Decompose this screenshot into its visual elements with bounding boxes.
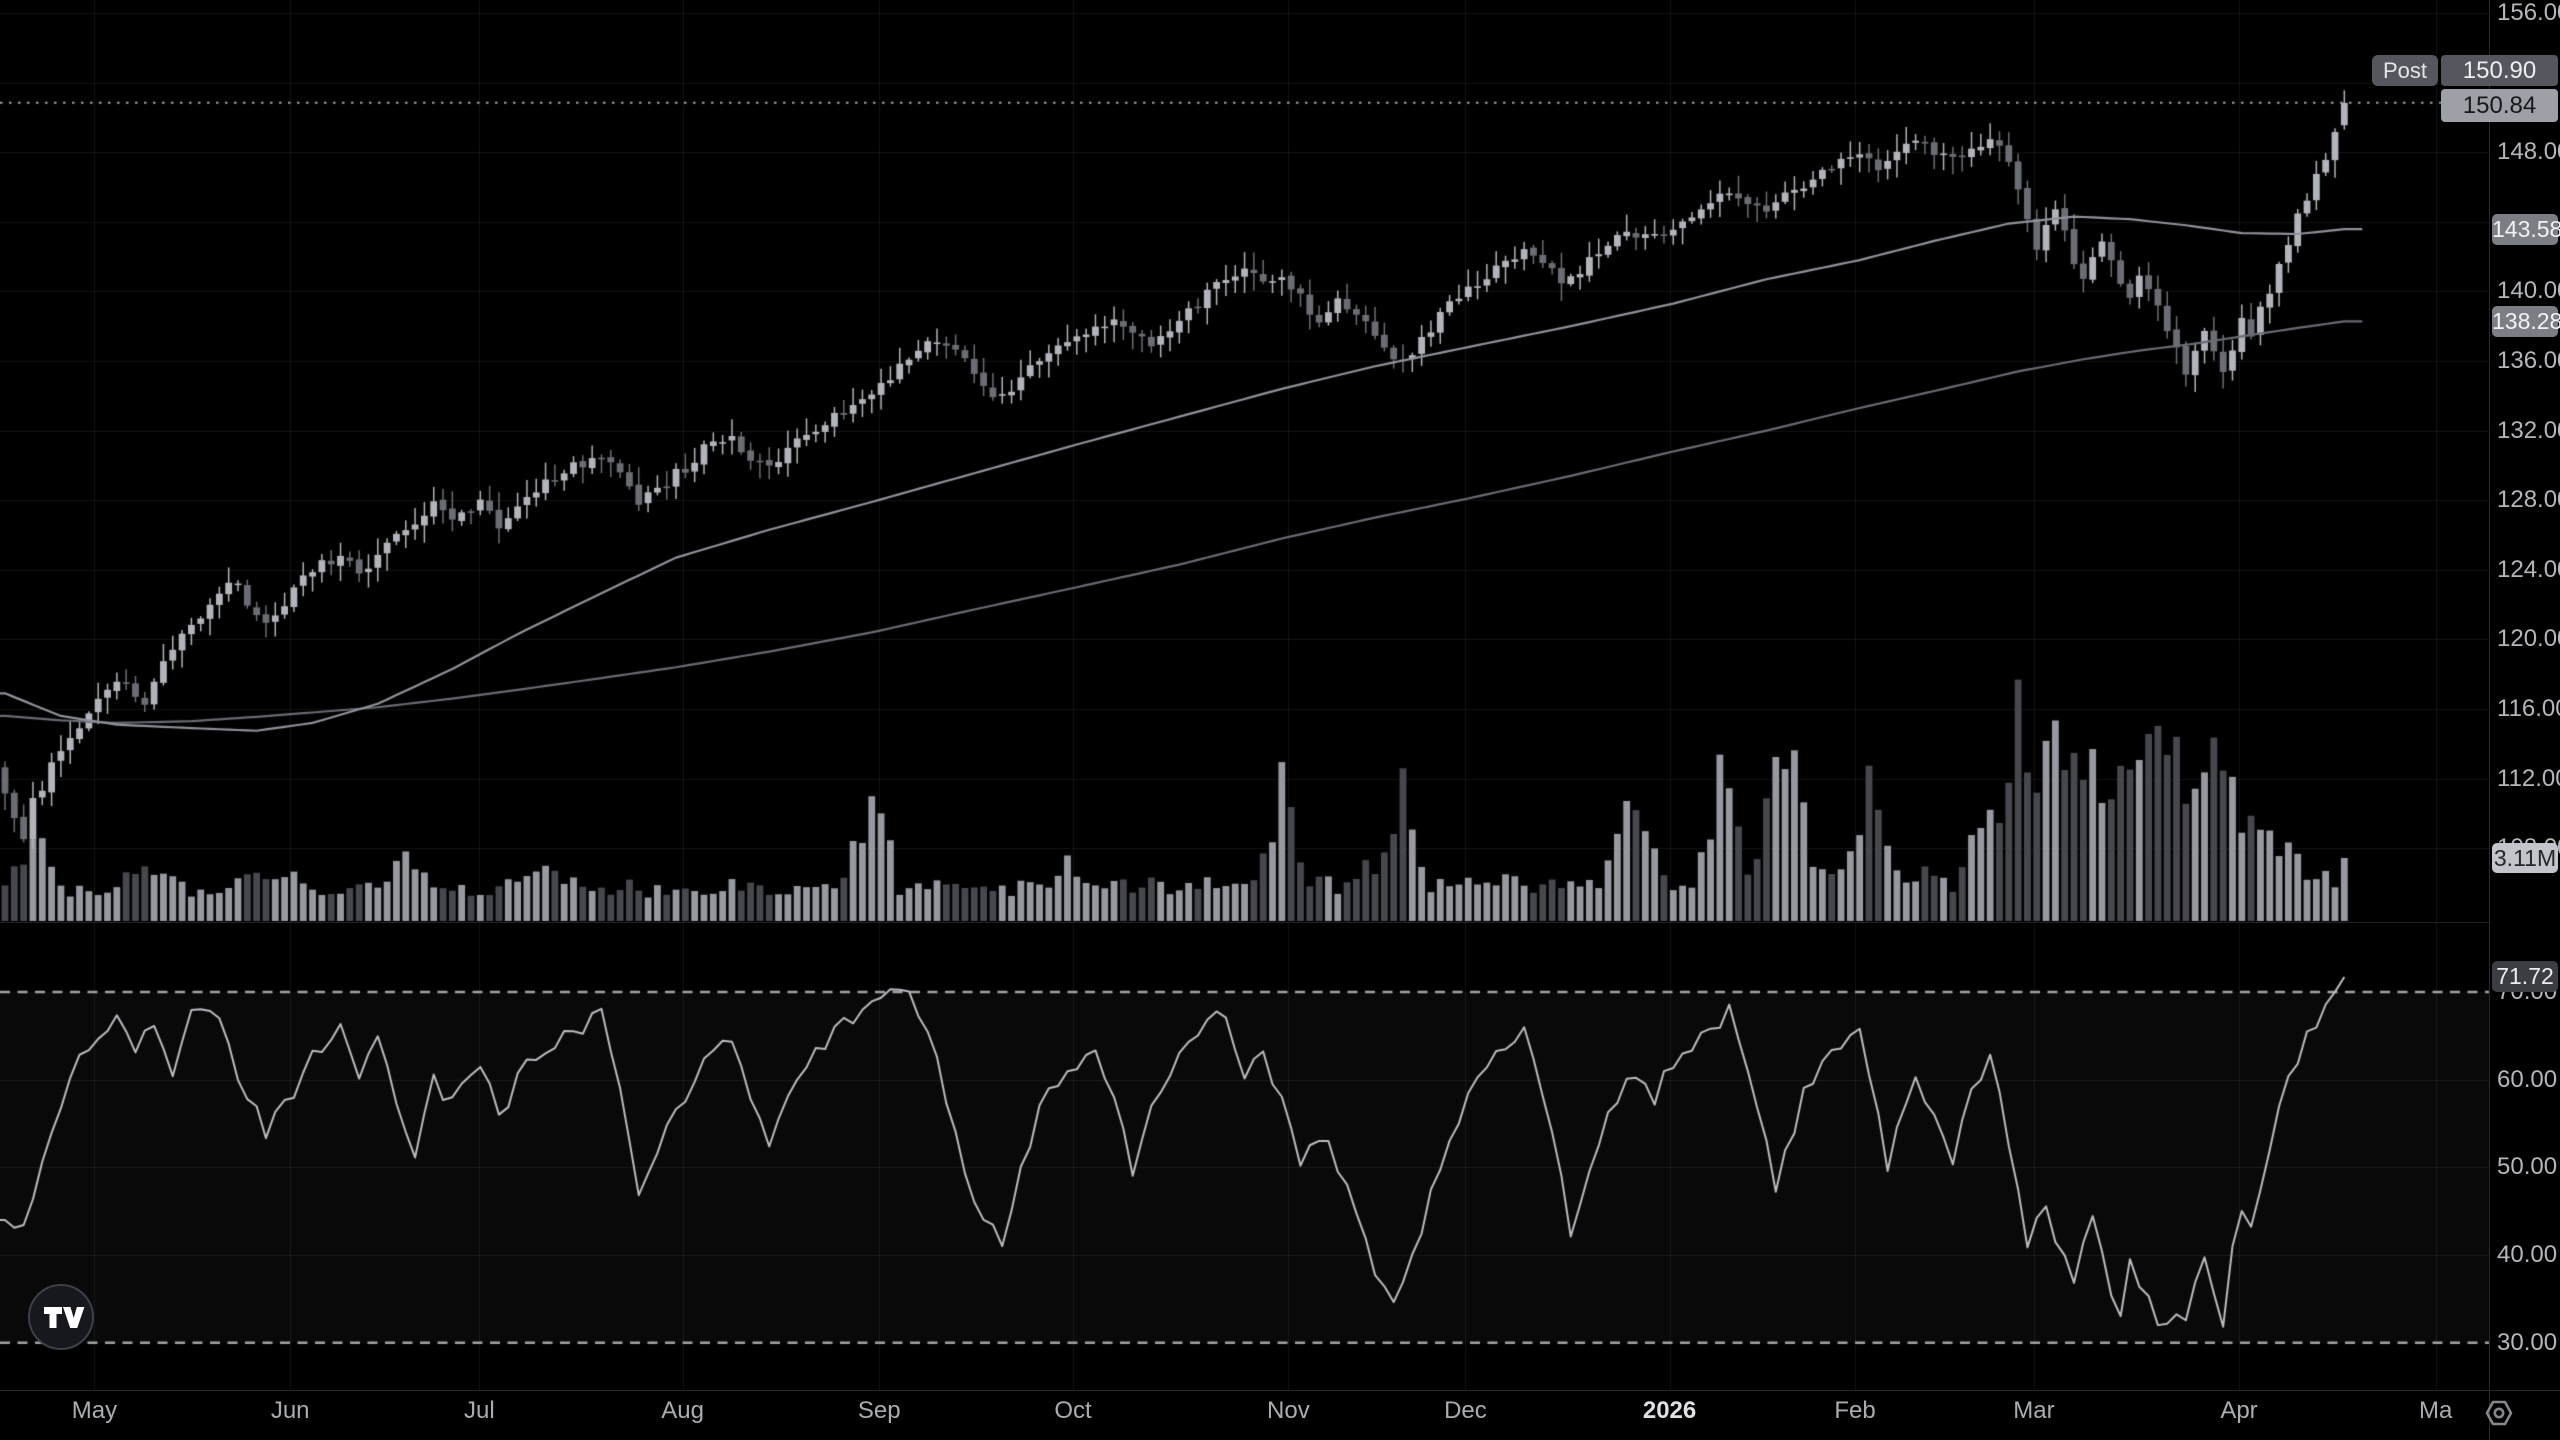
gear-icon <box>2485 1400 2513 1426</box>
time-tick-Jul: Jul <box>464 1397 495 1424</box>
last-price-badge: 150.84 <box>2441 89 2558 122</box>
time-tick-2026: 2026 <box>1642 1397 1697 1424</box>
price-tick-124.00: 124.00 <box>2497 555 2560 583</box>
ma-slow-value-badge: 138.28 <box>2492 305 2560 337</box>
time-tick-Sep: Sep <box>857 1397 901 1424</box>
price-tick-136.00: 136.00 <box>2497 347 2560 374</box>
time-tick-Oct: Oct <box>1054 1397 1092 1424</box>
price-tick-112.00: 112.00 <box>2497 764 2560 792</box>
price-tick-116.00: 116.00 <box>2497 695 2560 722</box>
time-tick-Aug: Aug <box>661 1397 704 1424</box>
time-axis-border <box>0 1390 2560 1391</box>
tradingview-logo-icon <box>44 1307 85 1328</box>
time-tick-Dec: Dec <box>1444 1397 1487 1424</box>
post-market-label: Post <box>2372 55 2438 86</box>
rsi-tick-40.00: 40.00 <box>2497 1241 2558 1269</box>
time-tick-Ma: Ma <box>2418 1397 2453 1424</box>
time-tick-May: May <box>71 1397 118 1424</box>
price-axis-border <box>2489 0 2490 1440</box>
rsi-tick-60.00: 60.00 <box>2497 1065 2558 1093</box>
volume-value-badge: 3.11M <box>2492 842 2558 873</box>
price-tick-128.00: 128.00 <box>2497 486 2560 514</box>
time-tick-Apr: Apr <box>2220 1397 2258 1424</box>
rsi-tick-50.00: 50.00 <box>2497 1153 2558 1181</box>
settings-gear-button[interactable] <box>2482 1396 2516 1430</box>
price-tick-148.00: 148.00 <box>2497 138 2560 166</box>
time-tick-Feb: Feb <box>1834 1397 1876 1424</box>
time-tick-Jun: Jun <box>270 1397 310 1424</box>
time-tick-Mar: Mar <box>2013 1397 2055 1424</box>
ma-fast-value-badge: 143.58 <box>2492 213 2560 245</box>
post-market-price-badge: 150.90 <box>2441 55 2558 86</box>
price-tick-132.00: 132.00 <box>2497 416 2560 444</box>
tradingview-logo[interactable] <box>28 1284 94 1350</box>
rsi-value-badge: 71.72 <box>2492 961 2558 993</box>
price-tick-156.00: 156.00 <box>2497 0 2560 26</box>
rsi-tick-30.00: 30.00 <box>2497 1328 2558 1356</box>
time-tick-Nov: Nov <box>1267 1397 1310 1424</box>
pane-separator[interactable] <box>0 922 2489 923</box>
price-tick-120.00: 120.00 <box>2497 625 2560 653</box>
price-tick-140.00: 140.00 <box>2497 277 2560 305</box>
